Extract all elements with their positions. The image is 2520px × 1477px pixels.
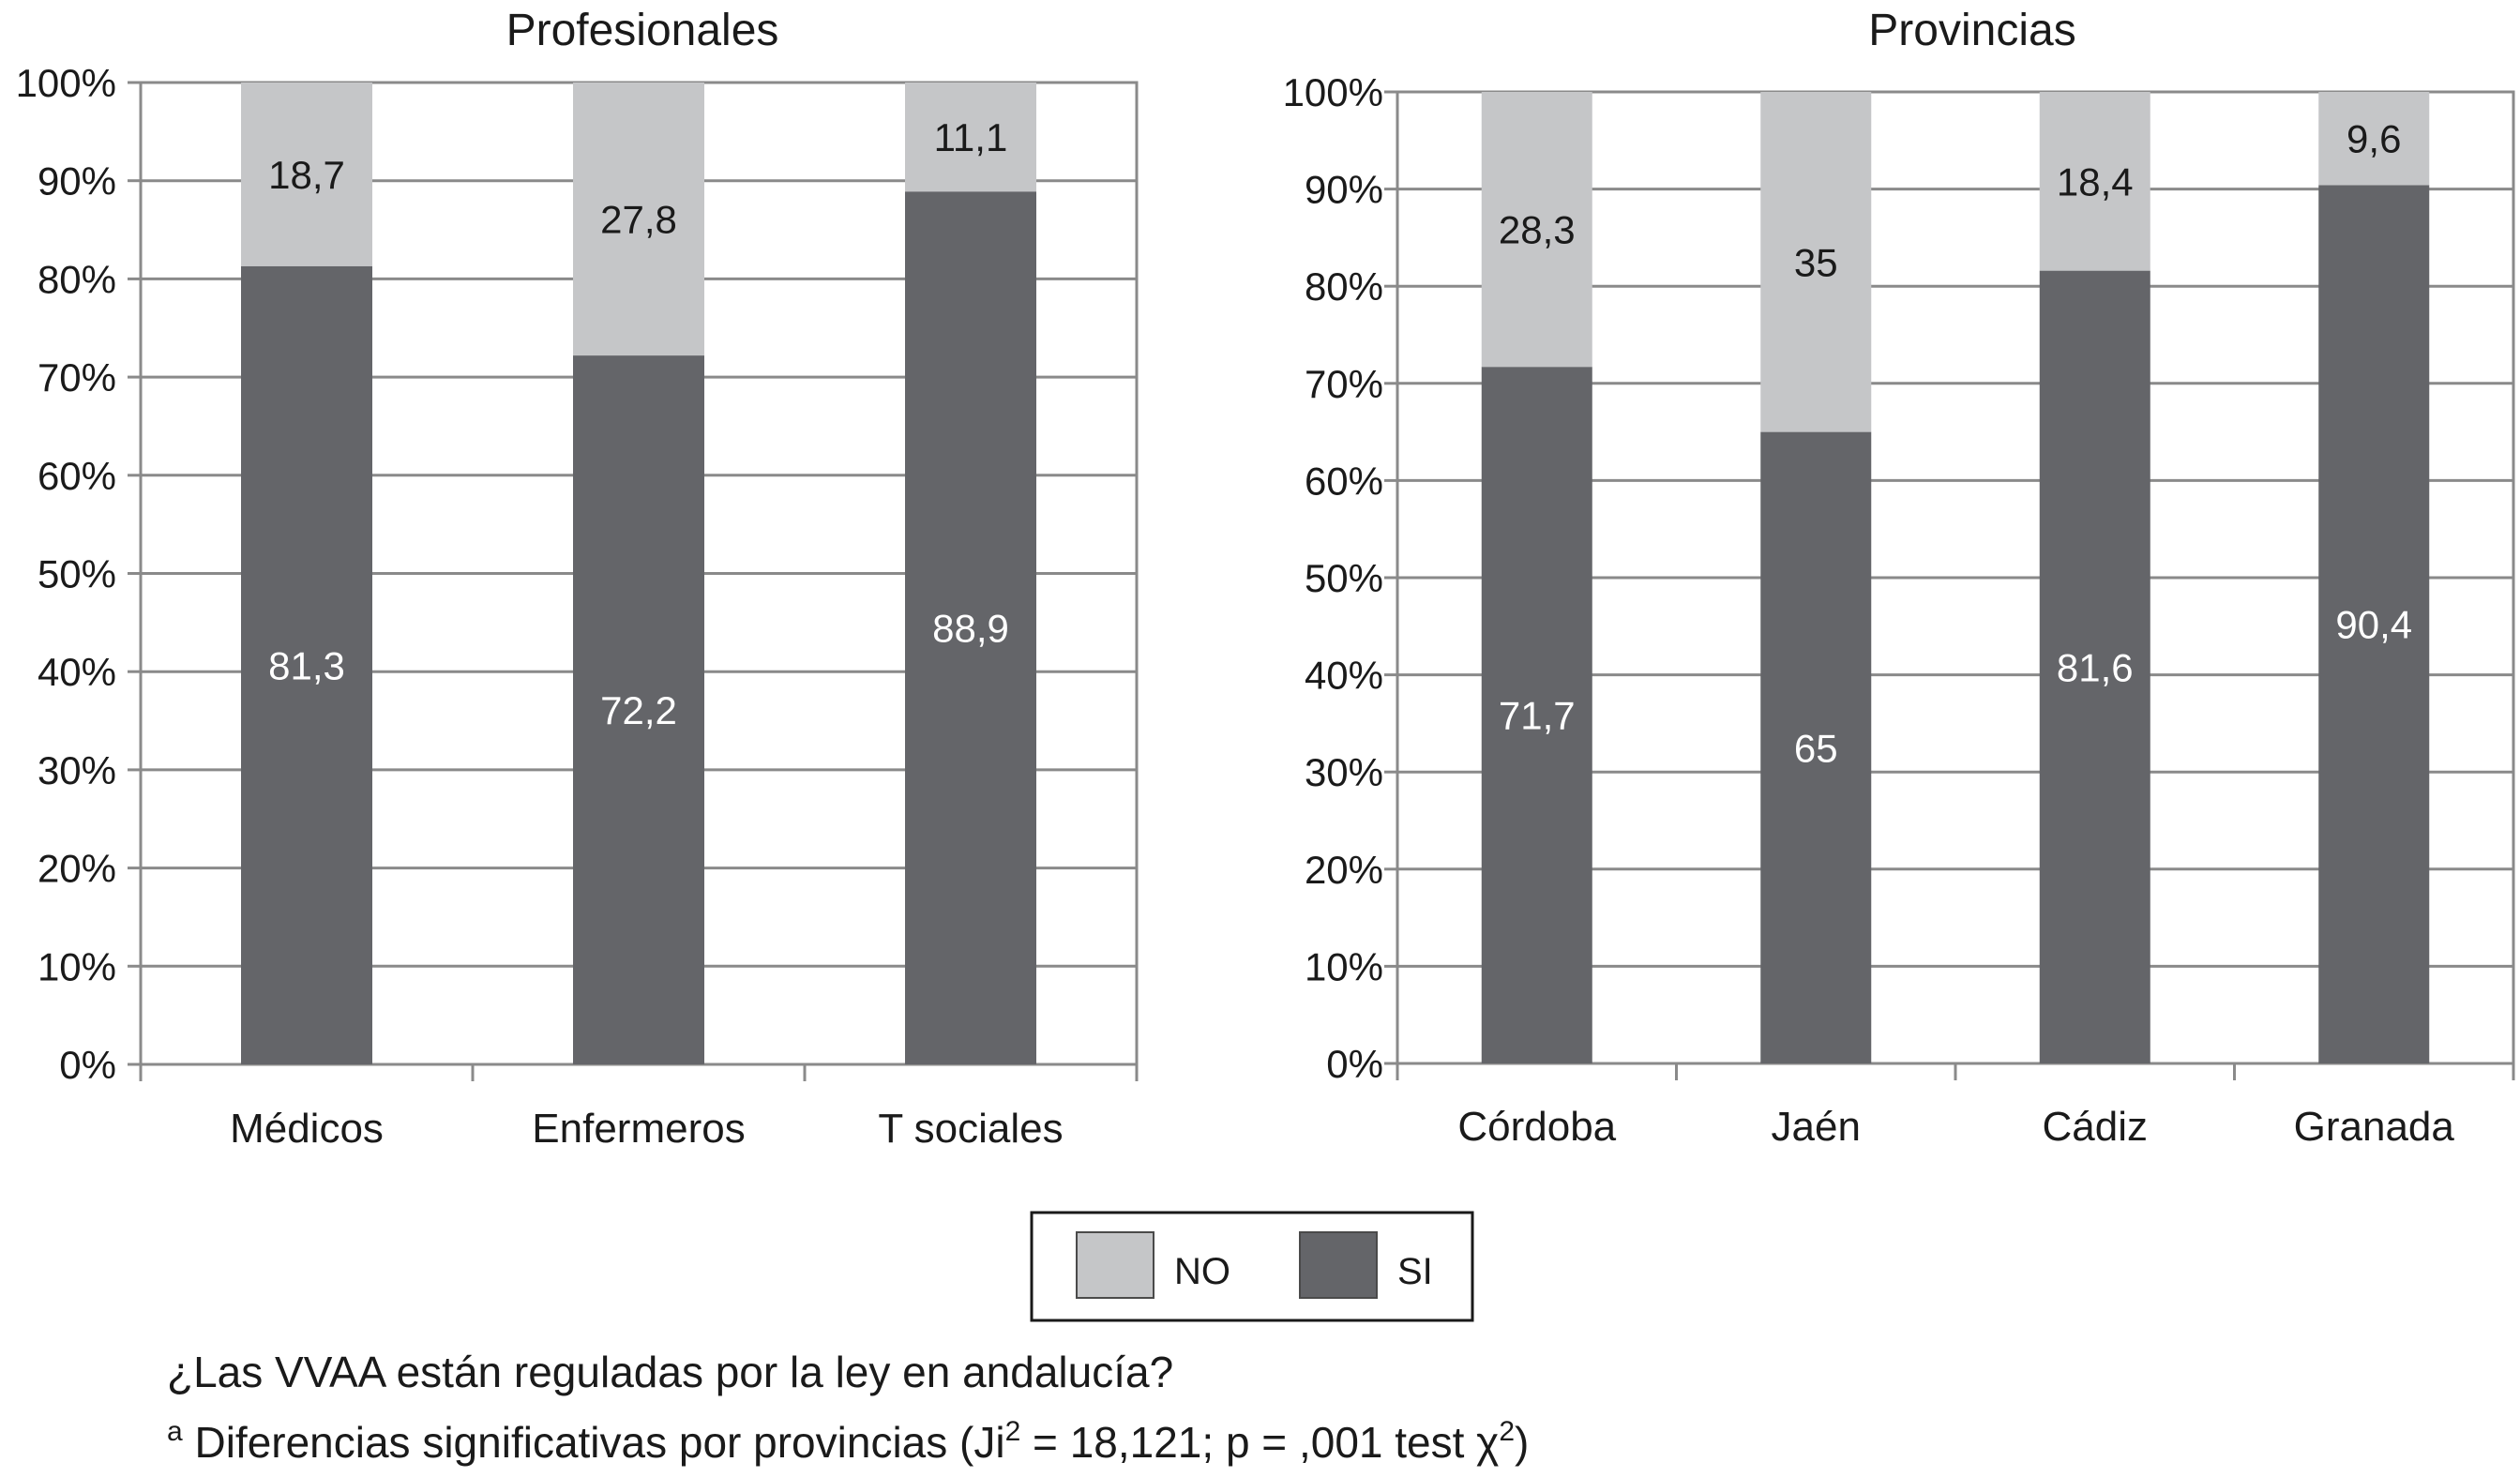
provinces-y-tick-label: 80% xyxy=(1305,264,1383,309)
professionals-category-label-0: Médicos xyxy=(230,1106,384,1152)
footnote-text-1: Diferencias significativas por provincia… xyxy=(194,1418,1005,1467)
footnote-marker: a xyxy=(167,1416,183,1447)
professionals-data-label-si-1: 72,2 xyxy=(600,688,677,732)
professionals-bar-si-2 xyxy=(905,191,1036,1065)
professionals-data-label-no-1: 27,8 xyxy=(600,198,677,242)
professionals-y-tick-label: 80% xyxy=(38,257,116,301)
professionals-y-tick-label: 90% xyxy=(38,159,116,203)
provinces-category-label-0: Córdoba xyxy=(1457,1104,1616,1150)
provinces-chart-title: Provincias xyxy=(1868,6,2075,55)
professionals-y-tick-label: 20% xyxy=(38,847,116,891)
professionals-y-tick-label: 0% xyxy=(59,1043,116,1087)
question-text: ¿Las VVAA están reguladas por la ley en … xyxy=(167,1348,1174,1396)
professionals-bar-si-1 xyxy=(573,355,704,1064)
chart-question: ¿Las VVAA están reguladas por la ley en … xyxy=(167,1350,1173,1394)
provinces-data-label-no-3: 9,6 xyxy=(2346,117,2401,161)
provinces-bar-no-2 xyxy=(2039,92,2150,271)
provinces-category-label-1: Jaén xyxy=(1772,1104,1861,1150)
provinces-data-label-si-1: 65 xyxy=(1794,726,1838,770)
footnote-text-3: ) xyxy=(1515,1418,1530,1467)
provinces-data-label-no-1: 35 xyxy=(1794,240,1838,284)
provinces-y-tick-label: 50% xyxy=(1305,556,1383,600)
provinces-data-label-no-2: 18,4 xyxy=(2057,159,2134,203)
professionals-bar-si-0 xyxy=(241,265,372,1064)
provinces-y-tick-label: 10% xyxy=(1305,944,1383,988)
professionals-data-label-si-0: 81,3 xyxy=(268,643,345,687)
provinces-data-label-no-0: 28,3 xyxy=(1499,208,1576,252)
professionals-data-label-no-0: 18,7 xyxy=(268,153,345,197)
professionals-y-tick-label: 30% xyxy=(38,748,116,792)
professionals-y-tick-label: 100% xyxy=(16,61,116,105)
provinces-bar-si-3 xyxy=(2318,185,2430,1063)
professionals-y-tick-label: 60% xyxy=(38,454,116,498)
provinces-y-tick-label: 70% xyxy=(1305,362,1383,406)
professionals-data-label-no-2: 11,1 xyxy=(934,115,1008,159)
provinces-data-label-si-0: 71,7 xyxy=(1499,694,1576,738)
provinces-data-label-si-2: 81,6 xyxy=(2057,645,2134,689)
professionals-y-tick-label: 40% xyxy=(38,650,116,694)
provinces-y-tick-label: 20% xyxy=(1305,848,1383,892)
provinces-bar-no-1 xyxy=(1760,92,1872,432)
professionals-category-label-2: T sociales xyxy=(878,1106,1063,1152)
provinces-y-tick-label: 60% xyxy=(1305,459,1383,503)
professionals-data-label-si-2: 88,9 xyxy=(932,607,1009,651)
footnote-superscript-2: 2 xyxy=(1499,1416,1516,1447)
professionals-y-tick-label: 10% xyxy=(38,944,116,988)
professionals-y-tick-label: 50% xyxy=(38,552,116,596)
provinces-y-tick-label: 100% xyxy=(1283,70,1383,114)
footnote-superscript-1: 2 xyxy=(1004,1416,1021,1447)
provinces-bar-si-1 xyxy=(1760,431,1872,1064)
provinces-bar-si-0 xyxy=(1481,367,1592,1063)
legend-swatch-no xyxy=(1076,1231,1154,1299)
professionals-chart-title: Profesionales xyxy=(506,6,779,55)
professionals-bar-no-1 xyxy=(573,83,704,356)
professionals-bar-no-0 xyxy=(241,83,372,266)
professionals-y-tick-label: 70% xyxy=(38,355,116,399)
provinces-category-label-3: Granada xyxy=(2294,1104,2455,1150)
legend-label-no: NO xyxy=(1174,1251,1230,1292)
legend-swatch-si xyxy=(1299,1231,1378,1299)
provinces-data-label-si-3: 90,4 xyxy=(2335,603,2412,647)
chart-footnote: a Diferencias significativas por provinc… xyxy=(167,1416,1530,1467)
provinces-y-tick-label: 90% xyxy=(1305,168,1383,212)
footnote-text-2: = 18,121; p = ,001 test χ xyxy=(1020,1418,1500,1467)
provinces-y-tick-label: 30% xyxy=(1305,750,1383,794)
provinces-category-label-2: Cádiz xyxy=(2043,1104,2149,1150)
professionals-bar-no-2 xyxy=(905,83,1036,192)
provinces-bar-si-2 xyxy=(2039,270,2150,1063)
provinces-bar-no-0 xyxy=(1481,92,1592,368)
provinces-y-tick-label: 0% xyxy=(1326,1042,1383,1086)
provinces-y-tick-label: 40% xyxy=(1305,654,1383,698)
professionals-category-label-1: Enfermeros xyxy=(532,1106,745,1152)
legend-label-si: SI xyxy=(1397,1251,1433,1292)
provinces-bar-no-3 xyxy=(2318,92,2430,186)
